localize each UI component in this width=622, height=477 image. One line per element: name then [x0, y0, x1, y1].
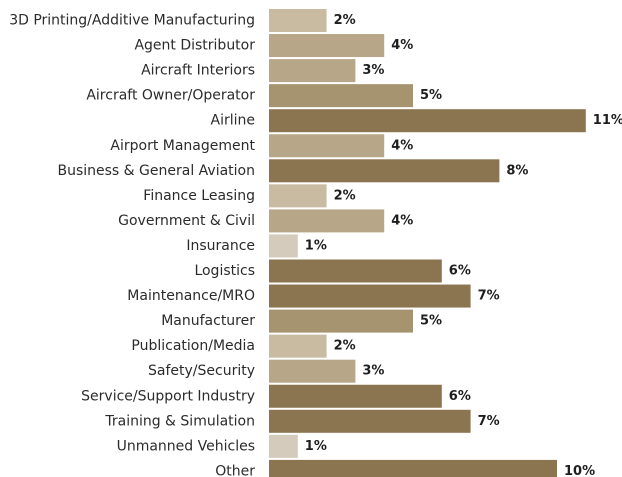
category-label-maintenance-mro: Maintenance/MRO [127, 288, 255, 304]
value-label-airline: 11% [593, 113, 622, 128]
value-label-service-support-industry: 6% [449, 389, 471, 404]
category-label-agent-distributor: Agent Distributor [134, 38, 255, 54]
bar-business-general-aviation [269, 159, 500, 183]
value-label-publication-media: 2% [334, 339, 356, 354]
bar-airport-management [269, 134, 385, 158]
category-label-aircraft-owner-operator: Aircraft Owner/Operator [86, 88, 255, 104]
bar-aircraft-owner-operator [269, 84, 413, 108]
bar-insurance [269, 234, 298, 258]
value-label-logistics: 6% [449, 264, 471, 279]
bar-agent-distributor [269, 34, 385, 58]
category-label-business-general-aviation: Business & General Aviation [57, 163, 255, 179]
bar-service-support-industry [269, 384, 442, 408]
bar-safety-security [269, 359, 356, 383]
category-label-other: Other [215, 463, 255, 477]
value-label-manufacturer: 5% [420, 314, 442, 329]
category-label-training-simulation: Training & Simulation [104, 413, 255, 429]
category-label-airport-management: Airport Management [110, 138, 255, 154]
category-label-insurance: Insurance [186, 238, 255, 254]
category-label-finance-leasing: Finance Leasing [143, 188, 255, 204]
category-label-publication-media: Publication/Media [131, 338, 255, 354]
value-label-other: 10% [564, 464, 595, 477]
value-label-maintenance-mro: 7% [478, 289, 500, 304]
bar-government-civil [269, 209, 385, 233]
bar-3d-printing-additive-manufacturing [269, 9, 327, 32]
category-label-aircraft-interiors: Aircraft Interiors [141, 63, 255, 79]
bar-other [269, 459, 557, 477]
category-label-government-civil: Government & Civil [118, 213, 255, 229]
value-label-government-civil: 4% [391, 213, 413, 228]
bar-airline [269, 109, 586, 133]
value-label-aircraft-interiors: 3% [362, 63, 384, 78]
value-label-training-simulation: 7% [478, 414, 500, 429]
bar-manufacturer [269, 309, 413, 333]
category-label-manufacturer: Manufacturer [161, 313, 255, 329]
bar-unmanned-vehicles [269, 434, 298, 458]
category-label-logistics: Logistics [194, 263, 255, 279]
bar-aircraft-interiors [269, 59, 356, 83]
bar-logistics [269, 259, 442, 283]
category-label-service-support-industry: Service/Support Industry [81, 388, 255, 404]
bar-maintenance-mro [269, 284, 471, 308]
bar-publication-media [269, 334, 327, 358]
value-label-business-general-aviation: 8% [506, 163, 528, 178]
category-label-3d-printing-additive-manufacturing: 3D Printing/Additive Manufacturing [9, 13, 255, 29]
value-label-safety-security: 3% [362, 364, 384, 379]
value-label-insurance: 1% [305, 238, 327, 253]
bar-finance-leasing [269, 184, 327, 208]
value-label-3d-printing-additive-manufacturing: 2% [334, 13, 356, 28]
category-label-unmanned-vehicles: Unmanned Vehicles [117, 438, 255, 454]
value-label-finance-leasing: 2% [334, 188, 356, 203]
value-label-airport-management: 4% [391, 138, 413, 153]
bar-training-simulation [269, 409, 471, 433]
category-label-airline: Airline [211, 113, 256, 129]
value-label-aircraft-owner-operator: 5% [420, 88, 442, 103]
value-label-agent-distributor: 4% [391, 38, 413, 53]
category-label-safety-security: Safety/Security [148, 363, 255, 379]
value-label-unmanned-vehicles: 1% [305, 439, 327, 454]
